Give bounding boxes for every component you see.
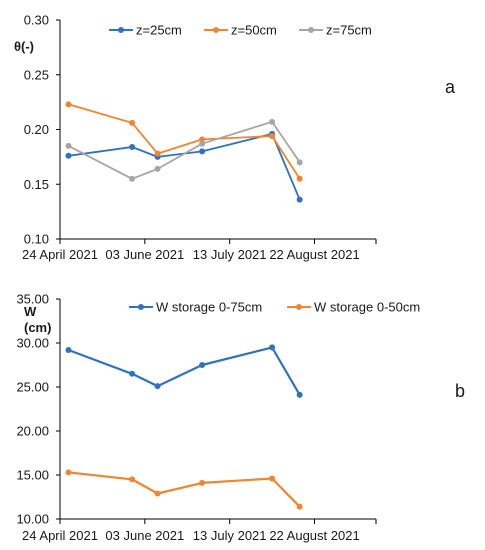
legend-label: z=25cm — [136, 23, 182, 38]
data-point — [269, 344, 276, 351]
data-point — [129, 370, 136, 377]
data-point — [129, 119, 136, 126]
chart-b: 10.00 15.00 20.00 25.00 30.00 35.00 24 April 2… — [16, 292, 465, 544]
y-tick-label: 0.15 — [24, 177, 49, 192]
legend-marker — [138, 304, 144, 310]
data-point — [129, 476, 136, 483]
data-point — [269, 475, 276, 482]
chart-a: 0.10 0.15 0.20 0.25 0.30 24 April 2021 03 June… — [14, 13, 456, 263]
legend-label: W storage 0-75cm — [156, 300, 262, 315]
series-line-w-storage-0-50cm — [68, 471, 301, 508]
y-tick-label: 30.00 — [16, 336, 49, 351]
y-tick-label: 0.30 — [24, 13, 49, 28]
data-point — [199, 479, 206, 486]
data-point — [129, 175, 136, 182]
y-axis-label: W (cm) — [24, 304, 51, 335]
data-point — [154, 383, 161, 390]
y-tick-label: 10.00 — [16, 512, 49, 527]
y-tick-label: 0.20 — [24, 122, 49, 137]
x-tick-label: 22 August 2021 — [269, 247, 359, 262]
data-point — [199, 140, 206, 147]
data-point — [296, 503, 303, 510]
data-point — [154, 150, 161, 157]
x-tick-label: 13 July 2021 — [193, 528, 267, 543]
x-tick-label: 24 April 2021 — [22, 247, 98, 262]
y-tick-label: 0.10 — [24, 232, 49, 247]
data-point — [65, 347, 72, 354]
legend-label: z=75cm — [326, 23, 372, 38]
legend-label: W storage 0-50cm — [314, 300, 420, 315]
series-line-z-50cm — [68, 103, 301, 180]
data-point — [269, 133, 276, 140]
series-line-z-25cm — [68, 132, 301, 200]
data-point — [65, 152, 72, 159]
data-point — [129, 144, 136, 151]
y-axis-label: θ(-) — [14, 39, 34, 54]
series-line-w-storage-0-75cm — [68, 346, 301, 396]
data-point — [154, 165, 161, 172]
data-point — [269, 118, 276, 125]
data-point — [296, 159, 303, 166]
x-tick-label: 24 April 2021 — [22, 528, 98, 543]
data-point — [154, 490, 161, 497]
legend-marker — [296, 304, 302, 310]
x-tick-label: 03 June 2021 — [105, 528, 184, 543]
data-point — [296, 196, 303, 203]
x-tick-label: 13 July 2021 — [193, 247, 267, 262]
panel-label: a — [445, 77, 456, 97]
y-tick-label: 0.25 — [24, 67, 49, 82]
y-tick-label: 20.00 — [16, 424, 49, 439]
data-point — [199, 148, 206, 155]
x-tick-label: 22 August 2021 — [269, 528, 359, 543]
data-point — [65, 101, 72, 108]
data-point — [296, 391, 303, 398]
y-tick-label: 25.00 — [16, 380, 49, 395]
legend-marker — [308, 27, 314, 33]
data-point — [65, 469, 72, 476]
data-point — [65, 142, 72, 149]
x-tick-label: 03 June 2021 — [105, 247, 184, 262]
data-point — [296, 175, 303, 182]
panel-label: b — [455, 381, 465, 401]
data-point — [199, 362, 206, 368]
y-tick-label: 35.00 — [16, 292, 49, 307]
data-point — [199, 136, 206, 143]
legend-label: z=50cm — [231, 23, 277, 38]
legend-marker — [118, 27, 124, 33]
y-tick-label: 15.00 — [16, 468, 49, 483]
legend-marker — [213, 27, 219, 33]
series-line-z-75cm — [68, 120, 301, 180]
